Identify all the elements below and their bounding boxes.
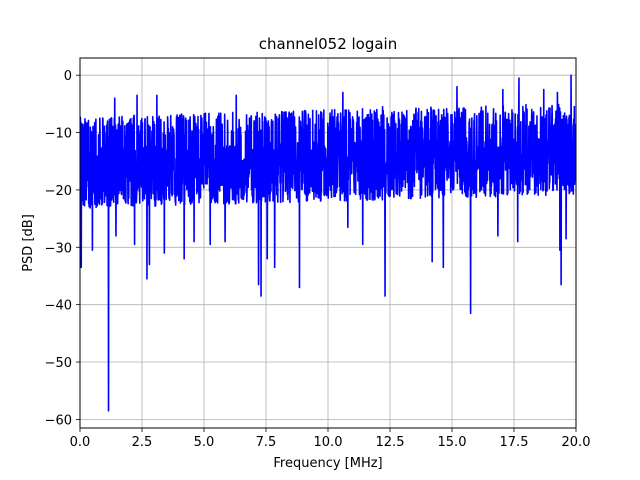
chart-title: channel052 logain [259,35,398,53]
y-tick-label: −30 [45,241,72,256]
psd-series-line [80,74,576,412]
y-tick-label: −40 [45,299,72,314]
x-axis-title: Frequency [MHz] [273,456,382,471]
y-tick-label: −60 [45,413,72,428]
x-tick-label: 12.5 [376,435,405,450]
x-tick-label: 10.0 [314,435,343,450]
y-tick-label: −10 [45,127,72,142]
series-group [80,74,576,412]
x-tick-label: 2.5 [132,435,153,450]
x-tick-label: 5.0 [194,435,215,450]
y-tick-label: −20 [45,184,72,199]
x-tick-label: 20.0 [562,435,591,450]
y-tick-label: 0 [64,69,72,84]
y-tick-label: −50 [45,356,72,371]
x-tick-label: 17.5 [500,435,529,450]
x-axis: 0.0 2.5 5.0 7.5 10.0 12.5 15.0 17.5 20.0 [70,428,591,450]
x-tick-label: 0.0 [70,435,91,450]
x-tick-label: 7.5 [256,435,277,450]
y-axis-title: PSD [dB] [21,214,36,272]
x-tick-label: 15.0 [438,435,467,450]
y-axis: 0 −10 −20 −30 −40 −50 −60 [45,69,80,428]
